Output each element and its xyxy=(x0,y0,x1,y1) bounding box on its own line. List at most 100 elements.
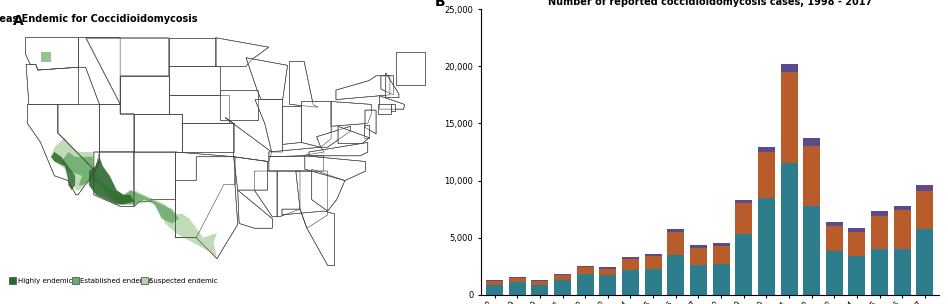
Bar xyxy=(554,275,571,280)
Bar xyxy=(532,281,548,282)
Polygon shape xyxy=(391,104,395,111)
Bar xyxy=(826,251,843,295)
Bar xyxy=(690,248,707,265)
Bar xyxy=(486,281,503,285)
Bar xyxy=(554,274,571,275)
Polygon shape xyxy=(27,104,95,195)
Polygon shape xyxy=(381,76,393,95)
Polygon shape xyxy=(255,100,283,152)
Polygon shape xyxy=(220,90,259,119)
Polygon shape xyxy=(215,38,269,66)
Bar xyxy=(509,278,526,282)
Polygon shape xyxy=(233,157,267,190)
Bar xyxy=(917,191,934,229)
Bar xyxy=(622,270,639,295)
Polygon shape xyxy=(309,143,368,156)
Bar xyxy=(667,229,684,232)
Polygon shape xyxy=(301,102,331,147)
Bar xyxy=(757,198,775,295)
Bar xyxy=(554,280,571,295)
Polygon shape xyxy=(175,152,235,238)
Polygon shape xyxy=(277,171,300,217)
Text: Highly endemic: Highly endemic xyxy=(18,278,72,284)
Bar xyxy=(757,152,775,198)
Bar xyxy=(690,245,707,248)
Polygon shape xyxy=(282,209,335,265)
Polygon shape xyxy=(169,95,228,123)
Bar xyxy=(645,254,662,256)
Polygon shape xyxy=(386,73,399,98)
Polygon shape xyxy=(379,96,405,109)
Bar xyxy=(486,285,503,295)
Polygon shape xyxy=(296,171,328,228)
Bar xyxy=(803,138,820,146)
Polygon shape xyxy=(312,169,345,211)
Text: B: B xyxy=(435,0,446,9)
Bar xyxy=(599,269,616,275)
Bar xyxy=(894,210,911,249)
Polygon shape xyxy=(338,126,369,143)
Bar xyxy=(736,200,752,203)
Polygon shape xyxy=(317,126,351,147)
Bar xyxy=(848,228,866,232)
Bar xyxy=(826,222,843,226)
Polygon shape xyxy=(41,52,51,61)
Bar xyxy=(736,234,752,295)
Bar xyxy=(780,164,797,295)
Polygon shape xyxy=(26,38,79,70)
Bar xyxy=(757,147,775,152)
Polygon shape xyxy=(289,61,318,107)
Bar xyxy=(141,277,148,284)
Polygon shape xyxy=(364,125,369,138)
Text: Suspected endemic: Suspected endemic xyxy=(149,278,218,284)
Polygon shape xyxy=(169,66,220,95)
Bar xyxy=(803,146,820,206)
Polygon shape xyxy=(85,38,169,104)
Polygon shape xyxy=(331,102,372,126)
Bar xyxy=(599,275,616,295)
Polygon shape xyxy=(283,106,301,144)
Polygon shape xyxy=(175,157,238,259)
Bar xyxy=(848,232,866,256)
Polygon shape xyxy=(254,171,277,217)
Polygon shape xyxy=(79,38,120,104)
Polygon shape xyxy=(134,114,182,152)
Bar xyxy=(871,216,888,249)
Polygon shape xyxy=(51,152,75,190)
Bar xyxy=(599,267,616,269)
Polygon shape xyxy=(269,147,324,157)
Bar xyxy=(894,249,911,295)
Bar xyxy=(645,269,662,295)
Bar xyxy=(871,211,888,216)
Bar xyxy=(713,264,730,295)
Bar xyxy=(622,257,639,259)
Bar xyxy=(576,266,593,268)
Polygon shape xyxy=(94,152,134,206)
Polygon shape xyxy=(365,110,376,134)
Polygon shape xyxy=(51,138,217,259)
Bar xyxy=(667,232,684,255)
Bar xyxy=(871,249,888,295)
Polygon shape xyxy=(336,76,390,100)
Polygon shape xyxy=(120,76,169,114)
Polygon shape xyxy=(226,118,272,161)
Text: Areas Endemic for Coccidioidomycosis: Areas Endemic for Coccidioidomycosis xyxy=(0,14,198,24)
Text: A: A xyxy=(13,14,24,28)
Bar xyxy=(736,203,752,234)
Bar xyxy=(826,226,843,251)
Title: Number of reported coccidioidomycosis cases, 1998 - 2017: Number of reported coccidioidomycosis ca… xyxy=(548,0,872,7)
Polygon shape xyxy=(95,104,134,171)
Bar xyxy=(532,282,548,285)
Polygon shape xyxy=(238,190,272,228)
Polygon shape xyxy=(27,64,79,104)
Polygon shape xyxy=(58,104,100,171)
Text: Established endemic: Established endemic xyxy=(80,278,153,284)
Polygon shape xyxy=(269,156,323,171)
Polygon shape xyxy=(305,156,366,181)
Bar xyxy=(622,259,639,270)
Polygon shape xyxy=(134,152,175,206)
Polygon shape xyxy=(246,58,287,100)
Bar xyxy=(509,282,526,295)
Polygon shape xyxy=(169,38,215,66)
Polygon shape xyxy=(182,123,233,152)
